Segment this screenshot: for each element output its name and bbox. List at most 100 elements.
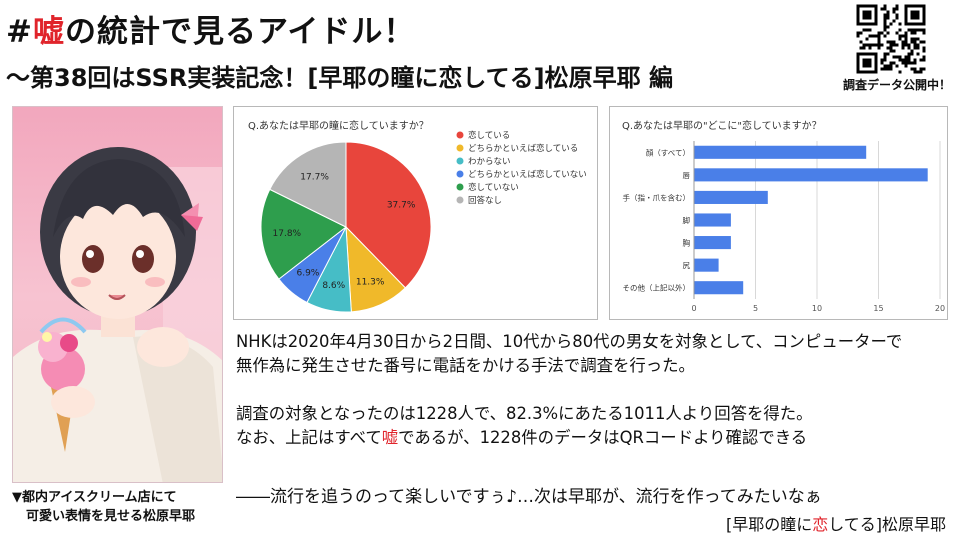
qr-module: [886, 64, 890, 68]
qr-module: [883, 55, 887, 59]
qr-module: [886, 67, 890, 71]
pie-slice-label: 6.9%: [296, 269, 319, 279]
qr-module: [907, 61, 911, 65]
qr-module: [922, 58, 926, 62]
qr-module: [862, 28, 866, 32]
qr-module: [877, 43, 881, 47]
qr-module: [919, 28, 923, 32]
qr-module: [880, 61, 884, 65]
qr-module: [895, 13, 899, 17]
qr-module: [919, 70, 923, 74]
body-line-1: NHKは2020年4月30日から2日間、10代から80代の男女を対象として、コン…: [236, 332, 903, 351]
qr-module: [910, 40, 914, 44]
qr-module: [889, 49, 893, 53]
qr-module: [922, 46, 926, 50]
qr-module: [886, 10, 890, 14]
bar: [694, 258, 719, 272]
qr-module: [898, 70, 902, 74]
qr-module: [916, 37, 920, 41]
qr-module: [910, 37, 914, 41]
qr-module: [886, 16, 890, 20]
qr-module: [904, 64, 908, 68]
qr-module: [883, 7, 887, 11]
qr-module: [892, 40, 896, 44]
y-category-label: 顔（すべて）: [646, 147, 690, 157]
qr-module: [919, 40, 923, 44]
title-suffix: の統計で見るアイドル！: [64, 14, 416, 50]
qr-code[interactable]: [852, 4, 930, 74]
qr-module: [913, 58, 917, 62]
pie-slice: [260, 188, 347, 280]
qr-module: [913, 70, 917, 74]
qr-module: [865, 28, 869, 32]
qr-module: [877, 40, 881, 44]
qr-module: [859, 46, 863, 50]
qr-module: [910, 31, 914, 35]
signature-prefix: [早耶の瞳に: [725, 515, 813, 534]
signature-suffix: してる]松原早耶: [828, 515, 946, 534]
qr-module: [910, 49, 914, 53]
legend-entry: 恋している: [468, 130, 510, 141]
qr-module: [904, 43, 908, 47]
body-line-3: 調査の対象となったのは1228人で、82.3%にあたる1011人より回答を得た。: [236, 404, 813, 423]
qr-module: [883, 64, 887, 68]
body-line-2: 無作為に発生させた番号に電話をかける手法で調査を行った。: [236, 356, 695, 375]
legend-entry: わからない: [468, 157, 511, 167]
qr-module: [910, 67, 914, 71]
qr-module: [877, 37, 881, 41]
x-tick-label: 0: [691, 304, 696, 313]
qr-module: [889, 64, 893, 68]
qr-finder-core: [862, 10, 872, 20]
qr-module: [913, 61, 917, 65]
qr-module: [892, 7, 896, 11]
qr-module: [904, 55, 908, 59]
legend-marker: [456, 157, 464, 165]
qr-module: [898, 37, 902, 41]
x-tick-label: 20: [935, 304, 945, 313]
body-line-4: なお、上記はすべて嘘であるが、1228件のデータはQRコードより確認できる: [236, 426, 902, 450]
bar: [694, 168, 928, 182]
qr-module: [868, 34, 872, 38]
qr-module: [907, 28, 911, 32]
qr-module: [889, 22, 893, 26]
qr-module: [922, 40, 926, 44]
qr-module: [871, 43, 875, 47]
qr-module: [877, 34, 881, 38]
qr-module: [889, 67, 893, 71]
qr-module: [886, 31, 890, 35]
signature: [早耶の瞳に恋してる]松原早耶: [726, 511, 946, 535]
qr-module: [895, 16, 899, 20]
qr-module: [883, 22, 887, 26]
y-category-label: その他（上記以外）: [623, 283, 691, 293]
page-subtitle: ～第38回はSSR実装記念！[早耶の瞳に恋してる]松原早耶 編: [6, 64, 673, 92]
photo-caption-line-1: ▼都内アイスクリーム店にて: [12, 490, 177, 505]
pie-slice-label: 37.7%: [387, 201, 416, 211]
qr-module: [889, 46, 893, 50]
qr-module: [895, 64, 899, 68]
qr-module: [868, 43, 872, 47]
qr-module: [883, 58, 887, 62]
qr-module: [898, 22, 902, 26]
qr-module: [877, 46, 881, 50]
title-prefix: #: [6, 14, 33, 50]
legend-marker: [456, 131, 464, 139]
legend-entry: どちらかといえば恋している: [468, 143, 578, 154]
qr-module: [916, 28, 920, 32]
qr-module: [913, 40, 917, 44]
legend-marker: [456, 183, 464, 191]
qr-module: [904, 58, 908, 62]
page-title: #嘘の統計で見るアイドル！: [6, 6, 415, 51]
qr-module: [895, 43, 899, 47]
qr-code-image: [856, 4, 926, 74]
legend-marker: [456, 196, 464, 204]
qr-module: [901, 43, 905, 47]
qr-module: [880, 31, 884, 35]
qr-module: [886, 52, 890, 56]
qr-module: [919, 67, 923, 71]
qr-module: [895, 4, 899, 8]
qr-module: [889, 43, 893, 47]
idol-photo: [12, 106, 223, 483]
qr-module: [883, 13, 887, 17]
qr-module: [907, 43, 911, 47]
qr-module: [862, 43, 866, 47]
